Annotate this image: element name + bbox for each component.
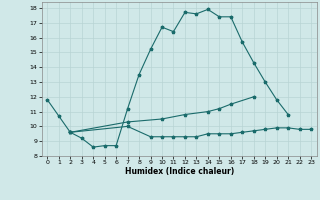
X-axis label: Humidex (Indice chaleur): Humidex (Indice chaleur) xyxy=(124,167,234,176)
